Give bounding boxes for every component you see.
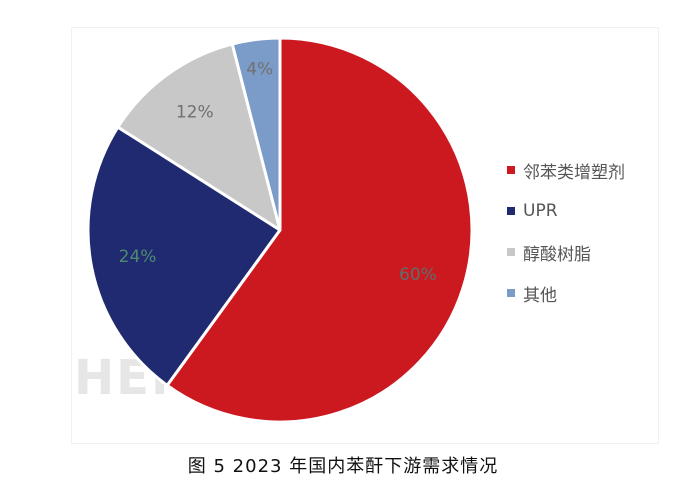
legend-label: 其他 — [523, 285, 557, 306]
slice-label-0: 60% — [399, 265, 437, 285]
pie-slices — [86, 36, 474, 424]
pie-slice-labels: 60% 24% 12% 4% — [119, 59, 437, 285]
legend-item: 醇酸树脂 — [507, 242, 625, 265]
slice-label-1: 24% — [119, 247, 157, 267]
figure-caption: 图 5 2023 年国内苯酐下游需求情况 — [187, 456, 499, 477]
slice-label-2: 12% — [176, 103, 214, 123]
legend-swatch — [507, 248, 515, 256]
pie-slice-2 — [116, 42, 282, 232]
slice-label-3: 4% — [246, 59, 273, 79]
legend-label: 邻苯类增塑剂 — [523, 162, 625, 183]
legend-item: 邻苯类增塑剂 — [507, 160, 625, 183]
legend-item: 其他 — [507, 283, 625, 306]
legend-swatch — [507, 207, 515, 215]
legend: 邻苯类增塑剂 UPR 醇酸树脂其他 — [507, 160, 625, 324]
pie-slice-3 — [230, 36, 282, 232]
legend-label: 醇酸树脂 — [523, 244, 591, 265]
pie-slice-0 — [165, 36, 474, 424]
legend-swatch — [507, 166, 515, 174]
legend-item: UPR — [507, 201, 625, 221]
pie-slice-1 — [86, 125, 282, 387]
legend-label: UPR — [523, 201, 558, 221]
legend-swatch — [507, 289, 515, 297]
